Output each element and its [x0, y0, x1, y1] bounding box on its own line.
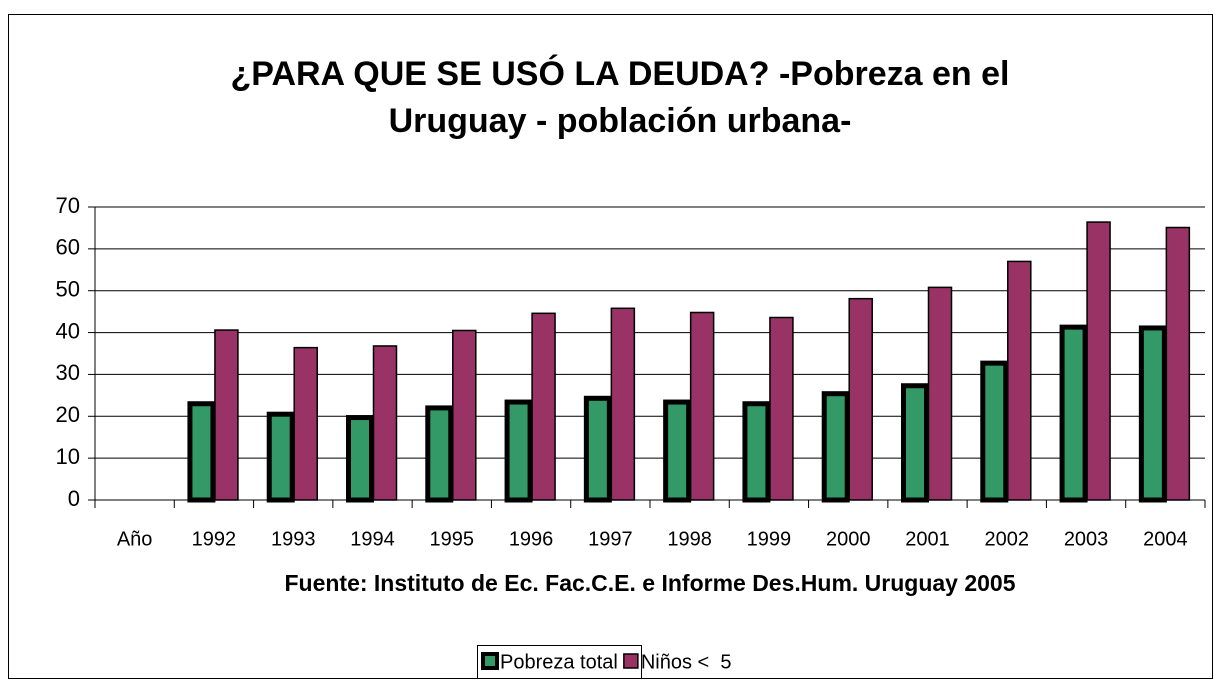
y-tick-label: 20 [56, 402, 80, 427]
x-tick-label: 1998 [667, 528, 712, 550]
bar [1165, 226, 1191, 501]
x-tick-label: Año [117, 528, 153, 550]
bar [1059, 324, 1088, 503]
bar [980, 360, 1009, 503]
bar [901, 383, 929, 503]
bar [689, 311, 715, 501]
y-tick-label: 0 [68, 486, 80, 511]
x-axis-label: Fuente: Instituto de Ec. Fac.C.E. e Info… [284, 570, 1015, 596]
x-tick-label: 1997 [588, 528, 633, 550]
bar [531, 312, 556, 501]
x-tick-label: 2003 [1064, 528, 1109, 550]
chart-title: Uruguay - población urbana- [389, 102, 852, 140]
bar [821, 391, 850, 503]
bar [663, 399, 692, 503]
legend-label: Niños < 5 [641, 651, 732, 673]
legend-box [477, 645, 642, 679]
y-tick-label: 60 [56, 235, 80, 260]
bar [293, 346, 318, 501]
bar [187, 401, 216, 503]
bar [769, 316, 794, 501]
x-tick-label: 2001 [905, 528, 950, 550]
x-tick-label: 1996 [509, 528, 554, 550]
bar [504, 399, 533, 503]
legend-label: Pobreza total [500, 651, 618, 673]
x-tick-label: 2002 [985, 528, 1030, 550]
bar [1007, 260, 1032, 501]
bar [927, 286, 953, 501]
x-tick-label: 1994 [350, 528, 395, 550]
bar [583, 395, 612, 503]
bar [848, 297, 873, 501]
bar [742, 401, 771, 503]
y-tick-label: 40 [56, 318, 80, 343]
chart-title: ¿PARA QUE SE USÓ LA DEUDA? -Pobreza en e… [231, 55, 1010, 93]
legend-key [481, 652, 499, 670]
bar [346, 415, 374, 503]
x-tick-label: 1995 [430, 528, 475, 550]
bar [425, 405, 454, 503]
x-tick-label: 2000 [826, 528, 871, 550]
x-tick-label: 1993 [271, 528, 316, 550]
y-tick-label: 30 [56, 360, 80, 385]
bar [214, 329, 239, 501]
bar [1086, 221, 1111, 501]
bar [452, 329, 477, 501]
x-tick-label: 2004 [1143, 528, 1188, 550]
x-tick-label: 1999 [747, 528, 792, 550]
y-tick-label: 10 [56, 444, 80, 469]
bar [1138, 325, 1167, 503]
x-tick-label: 1992 [192, 528, 237, 550]
bar [266, 411, 295, 503]
y-tick-label: 50 [56, 277, 80, 302]
legend-key [623, 653, 639, 669]
bar [372, 345, 398, 501]
bar [610, 307, 636, 501]
y-tick-label: 70 [56, 193, 80, 218]
